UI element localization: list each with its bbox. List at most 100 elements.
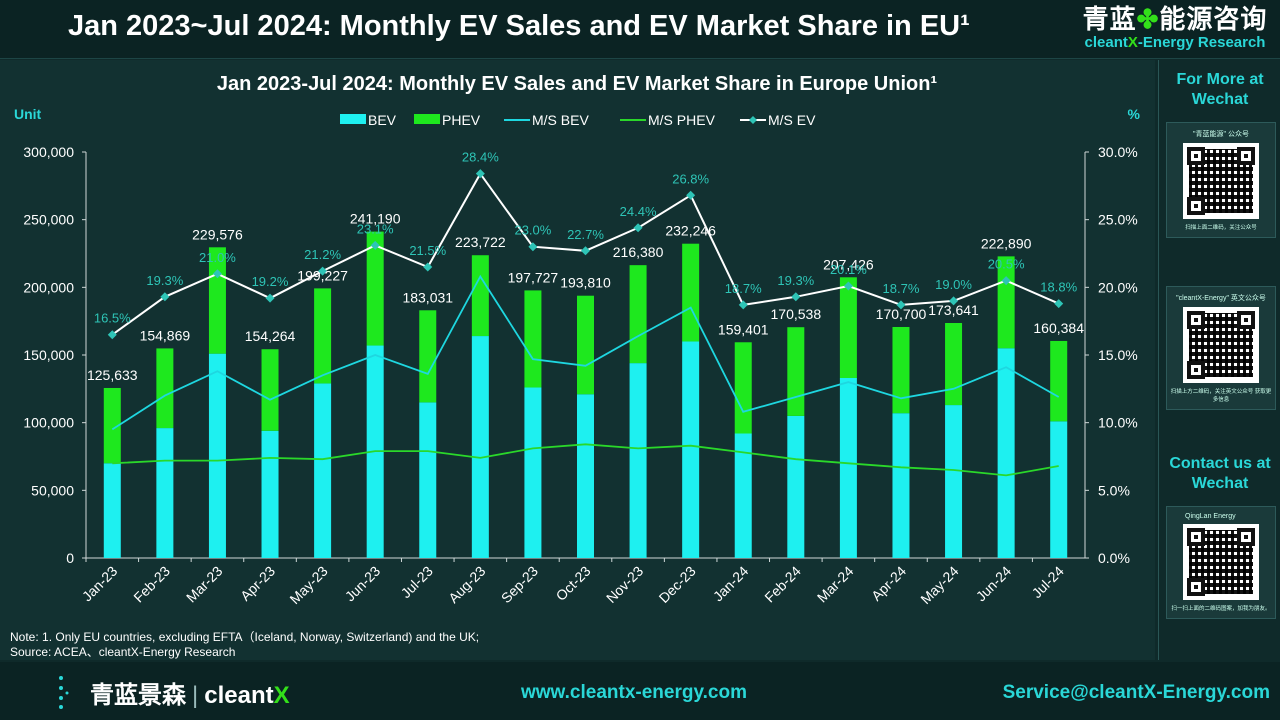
ms-ev-label: 21.5% <box>409 243 446 258</box>
bev-bar <box>103 463 121 558</box>
total-label: 159,401 <box>718 321 769 337</box>
qr-code-icon[interactable] <box>1183 524 1259 600</box>
ms-ev-marker <box>738 300 748 310</box>
ms-ev-marker <box>318 266 328 276</box>
total-label: 222,890 <box>981 235 1032 251</box>
website-link[interactable]: www.cleantx-energy.com <box>521 682 747 703</box>
qr-code-icon[interactable] <box>1183 307 1259 383</box>
footer-bar: 青蓝景森 | cleantX www.cleantx-energy.com Serv… <box>0 662 1280 720</box>
qr-card-cn: "青蓝能源" 公众号 扫描上面二维码，关注公众号 <box>1166 122 1276 238</box>
y2-axis-label: % <box>1128 106 1141 122</box>
ms-ev-label: 28.4% <box>462 150 499 165</box>
y2-tick-label: 25.0% <box>1098 212 1138 228</box>
qr-note: 扫描上方二维码，关注英文公众号 获取更多信息 <box>1170 389 1272 403</box>
bev-bar <box>892 413 910 558</box>
y2-tick-label: 0.0% <box>1098 550 1130 566</box>
y-tick-label: 300,000 <box>23 144 74 160</box>
page-title: Jan 2023~Jul 2024: Monthly EV Sales and … <box>68 10 970 42</box>
ms-ev-marker <box>633 223 643 233</box>
ms-ev-label: 21.2% <box>304 247 341 262</box>
total-label: 223,722 <box>455 234 506 250</box>
ms-ev-label: 20.1% <box>830 262 867 277</box>
legend-label: M/S EV <box>768 112 816 128</box>
x-tick-label: Apr-24 <box>868 563 909 604</box>
brand-name-cn: 青蓝✤能源咨询 <box>1082 4 1268 34</box>
x-tick-label: Mar-23 <box>183 563 226 606</box>
ms-ev-marker <box>896 300 906 310</box>
qr-note: 扫一扫上面的二维码图案，加我为朋友。 <box>1171 606 1271 612</box>
x-tick-label: Aug-23 <box>445 563 488 606</box>
phev-bar <box>156 348 174 429</box>
ms-ev-label: 19.2% <box>252 274 289 289</box>
total-label: 170,700 <box>876 306 927 322</box>
for-more-heading: For More at Wechat <box>1176 71 1264 108</box>
legend-label: M/S BEV <box>532 112 589 128</box>
legend-label: BEV <box>368 112 397 128</box>
x-tick-label: May-23 <box>286 563 330 607</box>
phev-bar <box>103 387 121 464</box>
bev-bar <box>208 353 226 558</box>
ms-ev-label: 16.5% <box>94 311 131 326</box>
y2-tick-label: 10.0% <box>1098 415 1138 431</box>
source-line: Source: ACEA、cleantX-Energy Research <box>10 645 236 659</box>
total-label: 216,380 <box>613 244 664 260</box>
total-label: 199,227 <box>297 267 348 283</box>
dots-icon <box>59 676 69 709</box>
total-label: 173,641 <box>928 302 979 318</box>
bev-bar <box>577 394 594 558</box>
ms-ev-marker <box>686 190 696 200</box>
bev-bar <box>261 430 279 558</box>
bev-bar <box>787 415 805 558</box>
phev-bar <box>629 265 647 364</box>
phev-bar <box>524 290 542 388</box>
bev-bar <box>997 348 1015 558</box>
ms-ev-label: 19.0% <box>935 277 972 292</box>
legend-marker <box>749 116 757 124</box>
legend-label: M/S PHEV <box>648 112 716 128</box>
y2-tick-label: 30.0% <box>1098 144 1138 160</box>
x-tick-label: Mar-24 <box>814 563 857 606</box>
ms-ev-label: 24.4% <box>620 204 657 219</box>
y-tick-label: 0 <box>66 550 74 566</box>
bev-bar <box>734 433 752 558</box>
ms-ev-marker <box>212 269 222 279</box>
ms-ev-label: 23.0% <box>514 223 551 238</box>
ms-ev-label: 18.7% <box>725 281 762 296</box>
total-label: 154,264 <box>245 328 296 344</box>
brand-logo: 青蓝✤能源咨询 cleantX-Energy Research <box>1080 4 1270 52</box>
qr-caption: QingLan Energy <box>1185 513 1236 520</box>
phev-bar <box>787 327 805 416</box>
brand-name-en: cleantX-Energy Research <box>1084 34 1266 51</box>
x-tick-label: Feb-23 <box>130 563 173 606</box>
bev-bar <box>1050 421 1068 558</box>
y2-tick-label: 5.0% <box>1098 482 1130 498</box>
qr-caption: "青蓝能源" 公众号 <box>1193 131 1249 138</box>
total-label: 170,538 <box>771 306 822 322</box>
x-tick-label: Jun-24 <box>973 563 1015 605</box>
phev-bar <box>892 326 910 414</box>
wechat-sidebar: For More at Wechat "青蓝能源" 公众号 扫描上面二维码，关注… <box>1158 60 1280 660</box>
ms-ev-marker <box>265 293 275 303</box>
qr-caption: "cleantX-Energy" 英文公众号 <box>1176 295 1266 302</box>
bev-bar <box>156 428 174 558</box>
phev-bar <box>997 256 1015 349</box>
legend-label: PHEV <box>442 112 481 128</box>
ms-ev-label: 18.8% <box>1040 280 1077 295</box>
chart-panel: Jan 2023-Jul 2024: Monthly EV Sales and … <box>0 60 1155 660</box>
ms-ev-label: 18.7% <box>883 281 920 296</box>
phev-bar <box>419 310 437 403</box>
ms-ev-marker <box>475 169 485 179</box>
legend-swatch <box>340 114 366 124</box>
email-link[interactable]: Service@cleantX-Energy.com <box>1002 682 1270 703</box>
total-label: 229,576 <box>192 226 243 242</box>
bev-bar <box>839 378 857 558</box>
total-label: 160,384 <box>1033 320 1084 336</box>
y-tick-label: 100,000 <box>23 415 74 431</box>
x-tick-label: Jul-23 <box>398 563 436 601</box>
qr-card-contact: QingLan Energy 扫一扫上面的二维码图案，加我为朋友。 <box>1166 506 1276 619</box>
qr-code-icon[interactable] <box>1183 143 1259 219</box>
bev-bar <box>524 387 542 558</box>
x-tick-label: Dec-23 <box>656 563 699 606</box>
ms-ev-marker <box>791 292 801 302</box>
bev-bar <box>419 402 437 558</box>
